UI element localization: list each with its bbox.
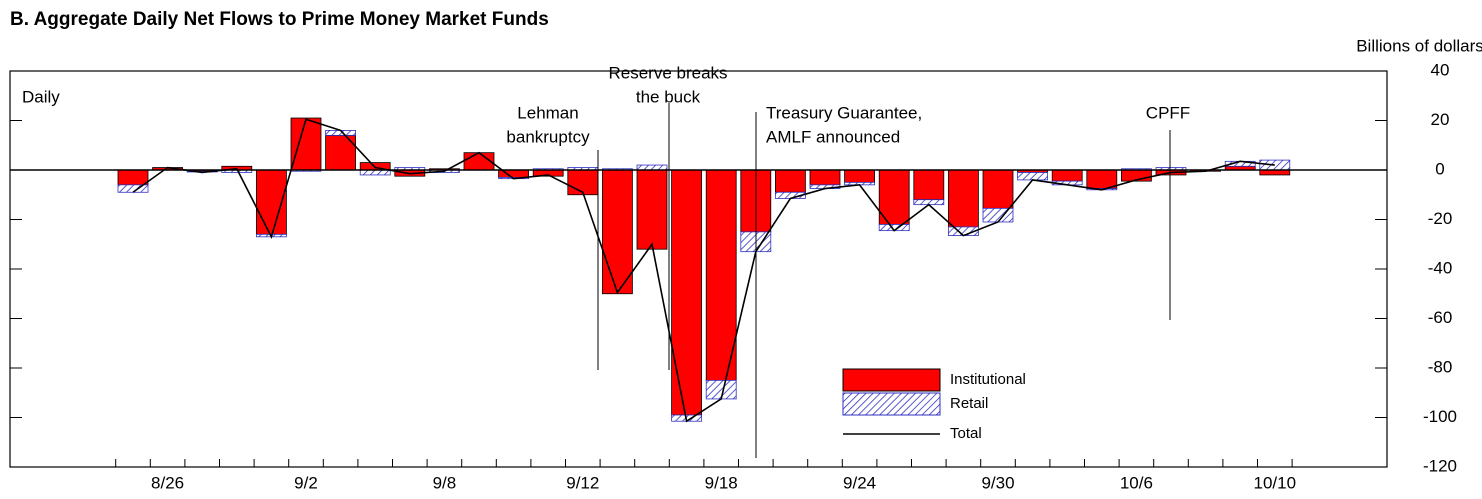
x-tick-label: 9/30 — [981, 473, 1014, 492]
y-tick-label: -40 — [1428, 258, 1453, 277]
x-tick-label: 9/2 — [294, 473, 318, 492]
y-tick-label: -120 — [1423, 456, 1457, 475]
frequency-label: Daily — [22, 87, 60, 106]
legend-label: Retail — [950, 395, 988, 412]
legend-label: Institutional — [950, 371, 1026, 388]
x-tick-label: 9/8 — [433, 473, 457, 492]
bar — [948, 169, 979, 228]
bar — [844, 169, 875, 183]
unit-label: Billions of dollars — [1356, 36, 1482, 55]
annotation: CPFF — [1146, 103, 1190, 122]
bar — [636, 169, 668, 250]
bar — [117, 169, 149, 186]
bar — [671, 169, 702, 416]
bar — [775, 169, 806, 193]
x-tick-label: 8/26 — [151, 473, 184, 492]
bar — [705, 169, 737, 381]
x-tick-label: 9/12 — [566, 473, 599, 492]
bar — [567, 169, 599, 196]
x-tick-label: 9/18 — [705, 473, 738, 492]
y-tick-label: -60 — [1428, 308, 1453, 327]
legend-swatch — [842, 368, 941, 392]
annotation: the buck — [636, 87, 701, 106]
x-tick-label: 10/10 — [1254, 473, 1297, 492]
annotation: Reserve breaks — [608, 63, 727, 82]
annotation: bankruptcy — [506, 127, 590, 146]
y-tick-label: 40 — [1431, 60, 1450, 79]
x-tick-label: 10/6 — [1120, 473, 1153, 492]
bar — [1051, 169, 1083, 182]
annotation: Treasury Guarantee, — [766, 103, 922, 122]
y-tick-label: 0 — [1435, 159, 1444, 178]
y-tick-label: -20 — [1428, 209, 1453, 228]
bar — [602, 169, 633, 295]
bar — [290, 117, 322, 171]
bar — [117, 184, 149, 193]
bar — [1017, 172, 1048, 181]
bar — [913, 169, 945, 201]
bar — [1086, 169, 1118, 189]
annotation: AMLF announced — [766, 127, 900, 146]
x-tick-label: 9/24 — [843, 473, 876, 492]
bar — [982, 169, 1014, 209]
chart-title: B. Aggregate Daily Net Flows to Prime Mo… — [10, 9, 549, 30]
legend-label: Total — [950, 425, 982, 442]
legend-swatch — [842, 392, 941, 416]
y-tick-label: -100 — [1423, 407, 1457, 426]
y-tick-label: 20 — [1431, 110, 1450, 129]
y-tick-label: -80 — [1428, 357, 1453, 376]
total-line — [132, 118, 1275, 423]
bar — [809, 169, 841, 186]
annotation: Lehman — [517, 103, 578, 122]
